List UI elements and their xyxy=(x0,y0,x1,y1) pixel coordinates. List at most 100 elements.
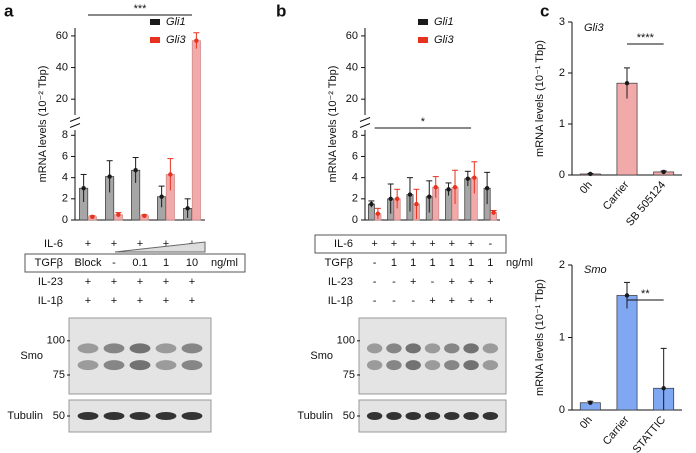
panel-label: b xyxy=(276,1,286,20)
x-tick-label: Carrier xyxy=(601,414,632,448)
y-tick-label: 0 xyxy=(559,169,565,181)
condition-value: + xyxy=(410,276,416,288)
data-point xyxy=(133,168,138,173)
blot-label: Tubulin xyxy=(297,410,333,422)
blot-band xyxy=(424,412,441,420)
y-axis-label: mRNA levels (10⁻¹ Tbp) xyxy=(534,279,546,396)
blot-band xyxy=(444,360,460,371)
condition-value: 1 xyxy=(449,257,455,269)
condition-label: TGFβ xyxy=(325,257,353,269)
condition-value: + xyxy=(449,276,455,288)
blot-marker: 50 xyxy=(53,410,65,422)
data-point xyxy=(194,38,199,43)
condition-value: Block xyxy=(75,257,102,269)
y-tick-label: 4 xyxy=(62,172,68,184)
data-point xyxy=(433,184,438,190)
condition-value: + xyxy=(137,276,143,288)
blot-label: Smo xyxy=(310,350,333,362)
legend-label: Gli3 xyxy=(434,34,454,46)
condition-value: + xyxy=(410,238,416,250)
legend-label: Gli1 xyxy=(434,16,454,28)
condition-label: TGFβ xyxy=(35,257,63,269)
data-point xyxy=(491,210,496,215)
y-tick-label: 6 xyxy=(352,150,358,162)
blot-marker: 75 xyxy=(53,369,65,381)
blot-band xyxy=(482,360,499,371)
condition-unit: ng/ml xyxy=(506,257,533,269)
condition-value: - xyxy=(431,276,435,288)
condition-value: 1 xyxy=(163,257,169,269)
blot-band xyxy=(405,360,421,371)
y-axis-label: mRNA levels (10⁻² Tbp) xyxy=(327,66,339,183)
blot-marker: 50 xyxy=(343,410,355,422)
y-tick-label: 2 xyxy=(559,67,565,79)
condition-label: IL-23 xyxy=(328,276,353,288)
condition-value: + xyxy=(163,295,169,307)
x-tick-label: 0h xyxy=(578,414,595,431)
chart-title: Gli3 xyxy=(584,22,604,34)
blot-band xyxy=(155,360,177,371)
data-point xyxy=(388,196,393,202)
condition-value: + xyxy=(468,238,474,250)
y-tick-label: 20 xyxy=(56,93,68,105)
condition-value: 1 xyxy=(391,257,397,269)
condition-value: - xyxy=(112,257,116,269)
condition-value: + xyxy=(391,238,397,250)
blot-band xyxy=(463,412,479,420)
blot-band xyxy=(129,343,151,354)
data-point xyxy=(159,194,164,199)
y-tick-label: 1 xyxy=(559,118,565,130)
blot-band xyxy=(482,412,499,420)
blot-band xyxy=(129,360,151,371)
condition-value: - xyxy=(489,238,493,250)
blot-band xyxy=(129,412,151,420)
condition-value: + xyxy=(468,295,474,307)
condition-label: IL-23 xyxy=(38,276,63,288)
condition-label: IL-6 xyxy=(44,238,63,250)
blot-band xyxy=(424,343,441,354)
data-point xyxy=(472,175,477,180)
y-tick-label: 1 xyxy=(559,331,565,343)
y-tick-label: 20 xyxy=(346,93,358,105)
blot-band xyxy=(155,412,177,420)
axis-break xyxy=(69,117,81,122)
condition-unit: ng/ml xyxy=(211,257,238,269)
blot-band xyxy=(405,412,421,420)
condition-value: + xyxy=(429,295,435,307)
y-tick-label: 40 xyxy=(56,61,68,73)
blot-band xyxy=(482,343,499,354)
data-point xyxy=(394,196,400,202)
x-tick-label: Carrier xyxy=(601,179,632,213)
condition-value: - xyxy=(373,257,377,269)
blot-band xyxy=(405,343,421,354)
condition-value: + xyxy=(111,276,117,288)
condition-value: - xyxy=(392,295,396,307)
data-point xyxy=(116,212,121,217)
blot-band xyxy=(155,343,177,354)
condition-value: + xyxy=(487,276,493,288)
data-point xyxy=(185,206,190,211)
significance-label: ** xyxy=(641,288,650,300)
data-point xyxy=(427,194,432,199)
dose-triangle xyxy=(114,241,206,253)
x-tick-label: STATTIC xyxy=(631,414,669,453)
condition-value: + xyxy=(111,295,117,307)
condition-value: - xyxy=(392,276,396,288)
blot-band xyxy=(181,360,203,371)
legend-label: Gli1 xyxy=(166,16,186,28)
data-point xyxy=(375,211,381,216)
blot-band xyxy=(103,412,125,420)
y-tick-label: 8 xyxy=(352,129,358,141)
bar xyxy=(191,40,201,221)
y-tick-label: 2 xyxy=(62,193,68,205)
data-point xyxy=(661,386,666,391)
y-axis-label: mRNA levels (10⁻¹ Tbp) xyxy=(534,40,546,157)
condition-value: + xyxy=(137,238,143,250)
blot-marker: 75 xyxy=(343,369,355,381)
y-tick-label: 0 xyxy=(62,214,68,226)
condition-value: - xyxy=(373,295,377,307)
data-point xyxy=(414,201,419,207)
condition-value: + xyxy=(487,295,493,307)
condition-value: 1 xyxy=(429,257,435,269)
